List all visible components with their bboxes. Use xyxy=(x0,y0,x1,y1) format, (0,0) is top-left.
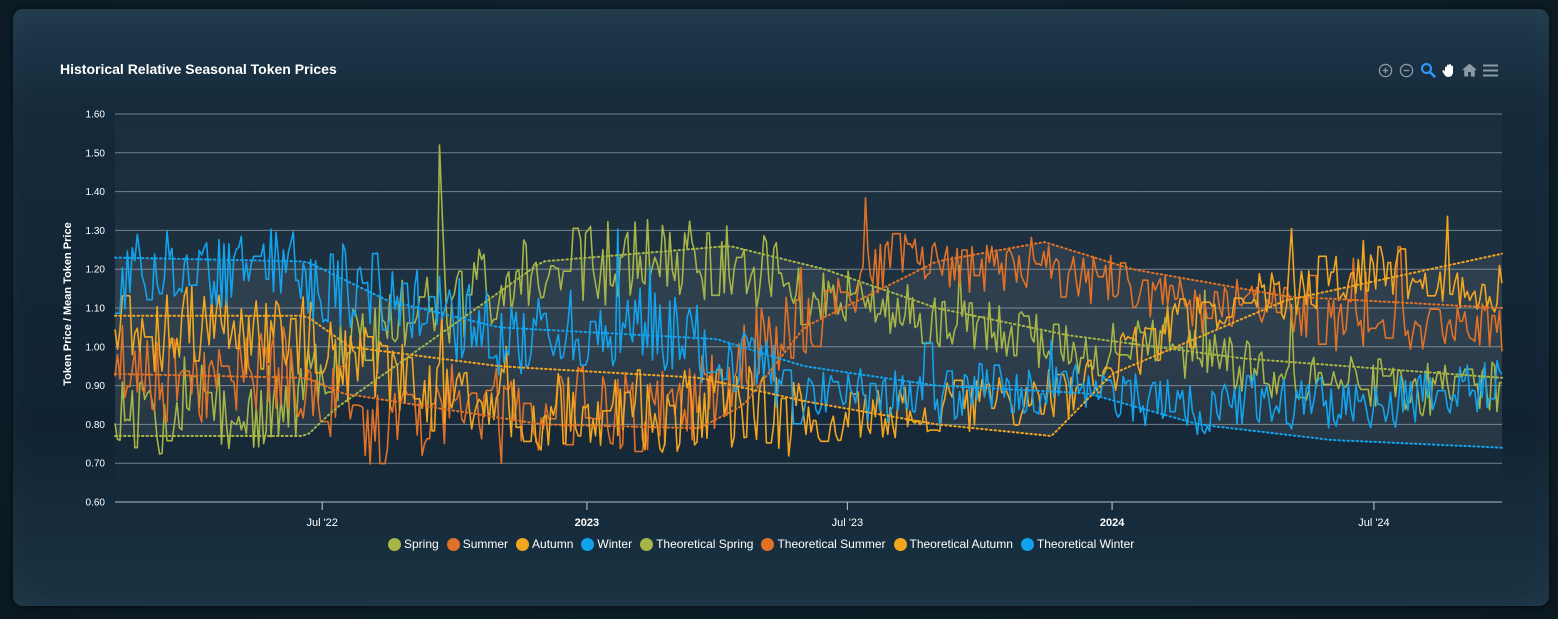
y-axis-label: Token Price / Mean Token Price xyxy=(62,222,74,385)
y-tick-label: 1.00 xyxy=(86,342,106,353)
legend-label: Theoretical Spring xyxy=(656,537,754,551)
legend-item-spring[interactable]: Spring xyxy=(388,537,439,551)
series-line-winter xyxy=(115,228,1503,435)
legend-marker xyxy=(516,537,530,551)
legend-item-theoretical-spring[interactable]: Theoretical Spring xyxy=(640,537,753,551)
menu-icon[interactable] xyxy=(1482,62,1499,79)
legend-label: Spring xyxy=(404,537,439,551)
legend-marker xyxy=(761,537,775,551)
series-line-theoretical-winter xyxy=(114,256,1503,449)
x-tick-label: Jul '23 xyxy=(832,517,863,529)
y-tick-label: 0.80 xyxy=(86,420,106,431)
theoretical-bands xyxy=(115,242,1502,448)
legend-marker xyxy=(446,537,460,551)
legend-item-theoretical-summer[interactable]: Theoretical Summer xyxy=(761,537,886,551)
x-tick-label: 2024 xyxy=(1100,517,1125,529)
y-tick-label: 1.60 xyxy=(86,110,106,121)
axes: 1.60 1.50 1.40 1.30 1.20 1.10 1.00 0.90 0.80 0.70… xyxy=(86,110,1390,530)
y-tick-label: 1.20 xyxy=(86,265,106,276)
legend-item-theoretical-autumn[interactable]: Theoretical Autumn xyxy=(893,537,1013,551)
chart-toolbar xyxy=(1377,61,1499,79)
legend-marker xyxy=(893,537,907,551)
zoom-in-icon[interactable] xyxy=(1377,62,1394,79)
legend-label: Theoretical Autumn xyxy=(909,537,1013,551)
y-tick-label: 0.70 xyxy=(86,459,106,470)
legend-marker xyxy=(388,537,401,551)
x-tick-label: Jul '22 xyxy=(306,517,337,529)
legend-item-winter[interactable]: Winter xyxy=(581,537,632,551)
y-tick-label: 0.60 xyxy=(86,498,106,509)
y-tick-label: 1.30 xyxy=(86,226,106,237)
legend-marker xyxy=(640,537,654,551)
series-layer xyxy=(114,144,1503,465)
legend-label: Winter xyxy=(597,537,633,551)
legend-label: Autumn xyxy=(532,537,574,551)
theoretical-envelope xyxy=(115,242,1502,448)
legend-label: Theoretical Winter xyxy=(1036,537,1135,551)
chart-title: Historical Relative Seasonal Token Price… xyxy=(60,61,337,77)
pan-icon[interactable] xyxy=(1440,62,1457,79)
legend-item-autumn[interactable]: Autumn xyxy=(516,537,573,551)
y-tick-label: 1.50 xyxy=(86,148,106,159)
y-tick-label: 0.90 xyxy=(86,381,106,392)
zoom-out-icon[interactable] xyxy=(1398,62,1415,79)
series-line-autumn xyxy=(114,215,1503,457)
home-icon[interactable] xyxy=(1461,62,1478,79)
x-tick-label: 2023 xyxy=(575,517,599,529)
series-line-theoretical-summer xyxy=(114,241,1503,430)
chart-legend: Spring Summer Autumn Winter Theoretical Spri… xyxy=(388,537,1134,551)
y-tick-label: 1.10 xyxy=(86,304,106,315)
zoom-select-icon[interactable] xyxy=(1419,62,1436,79)
series-line-theoretical-spring xyxy=(114,245,1503,437)
series-line-theoretical-autumn xyxy=(114,252,1503,438)
legend-marker xyxy=(581,537,595,551)
legend-item-theoretical-winter[interactable]: Theoretical Winter xyxy=(1020,537,1135,551)
x-tick-label: Jul '24 xyxy=(1358,517,1389,529)
legend-item-summer[interactable]: Summer xyxy=(446,537,509,551)
y-tick-label: 1.40 xyxy=(86,187,106,198)
legend-marker xyxy=(1020,537,1034,551)
legend-label: Theoretical Summer xyxy=(777,537,886,551)
legend-label: Summer xyxy=(462,537,509,551)
